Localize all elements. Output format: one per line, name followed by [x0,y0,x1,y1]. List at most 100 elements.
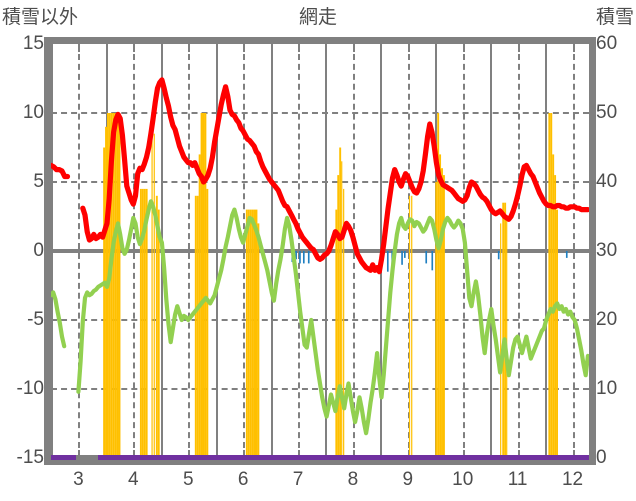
right-axis-title: 積雪 [595,7,634,28]
gridline-zero [51,249,589,253]
snow-depth-bar [194,195,197,458]
snow-depth-bar [245,209,248,458]
snow-depth-bar [141,188,144,458]
snow-depth-bar [143,188,146,458]
left-tick-label: -5 [27,309,44,330]
axis-tick-mark [133,44,136,52]
axis-tick-mark [298,44,301,52]
snow-depth-bar [202,113,205,458]
snow-depth-bar [435,182,438,458]
axis-tick-mark [270,44,273,56]
axis-tick-mark [51,446,53,458]
axis-tick-mark [545,446,548,458]
min-temperature-path [51,290,67,349]
axis-tick-mark [462,450,465,458]
x-tick-label: 6 [237,469,249,490]
right-tick-label: 20 [596,309,618,330]
snow-depth-bar [105,126,107,458]
right-tick-label: 40 [596,171,618,192]
precipitation-bar [386,251,389,272]
chart-canvas [51,77,589,458]
precipitation-bar [425,251,428,264]
snow-depth-bar [408,195,411,458]
left-tick-label: 15 [22,33,44,54]
snow-depth-bar [204,113,207,458]
precipitation-bar [497,251,500,260]
snow-depth-bar [200,113,203,458]
max-temperature-path [51,162,71,180]
snow-depth-bar [548,113,551,458]
snow-depth-bar [118,113,121,458]
x-tick-label: 4 [128,469,139,490]
snow-depth-bar [411,195,413,458]
x-tick-label: 8 [347,469,359,490]
plot-area [51,44,589,460]
axis-tick-mark [380,446,383,458]
snow-depth-bar [153,133,155,458]
left-tick-label: 10 [22,102,44,123]
precipitation-bar [295,251,297,260]
snow-depth-bar [437,113,440,458]
precipitation-bar [307,251,310,264]
snow-depth-bar [257,223,260,458]
precipitation-bar [565,251,568,258]
axis-tick-mark [517,44,520,52]
x-tick-label: 7 [292,469,304,490]
axis-tick-mark [160,44,163,56]
x-tick-label: 9 [402,469,414,490]
x-tick-label: 3 [73,469,84,490]
gridline-horizontal [51,319,589,321]
snow-depth-bar [247,209,250,458]
axis-tick-mark [160,446,163,458]
precipitation-bars [291,251,568,278]
precipitation-bar [401,251,403,265]
precipitation-bar [403,251,406,258]
x-tick-label: 12 [561,469,584,490]
snow-depth-bar [145,188,148,458]
snow-depth-bar [116,113,119,458]
gridline-horizontal [51,181,589,183]
axis-tick-mark [215,446,218,458]
axis-tick-mark [407,450,410,458]
plot-frame [44,37,596,465]
axis-tick-mark [352,450,355,458]
snow-depth-bar [139,188,142,458]
snow-depth-bar [108,113,111,458]
x-tick-label: 10 [452,469,474,490]
x-tick-label: 5 [182,469,194,490]
axis-tick-mark [51,44,53,56]
axis-tick-mark [325,446,328,458]
snow-depth-bar [253,209,256,458]
snow-depth-bar [554,175,557,458]
max-temperature-path [80,77,589,275]
axis-tick-mark [188,450,191,458]
snow-depth-bar [439,154,442,458]
baseline-purple [51,455,589,460]
snow-depth-bar [251,209,254,458]
axis-tick-mark [188,44,191,52]
snow-depth-bar [151,133,153,458]
snow-depth-bar [343,188,345,458]
snow-depth-bar [506,216,508,458]
axis-tick-mark [105,44,108,56]
axis-tick-mark [435,44,438,56]
right-tick-label: 0 [596,447,607,468]
snow-depth-bar [206,188,209,458]
chart-title: 網走 [298,7,337,28]
axis-tick-mark [490,44,493,56]
right-tick-label: 60 [596,33,618,54]
max-temperature-line [51,77,589,275]
axis-tick-mark [298,450,301,458]
axis-tick-mark [133,450,136,458]
axis-tick-mark [407,44,410,52]
snow-depth-bar [500,223,502,458]
axis-tick-mark [517,450,520,458]
snow-depth-bar [255,209,258,458]
right-tick-label: 50 [596,102,618,123]
snow-depth-bar [157,209,160,458]
x-tick-label: 11 [507,469,528,490]
axis-tick-mark [352,44,355,52]
baseline-gap [75,455,98,460]
right-tick-label: 10 [596,378,618,399]
